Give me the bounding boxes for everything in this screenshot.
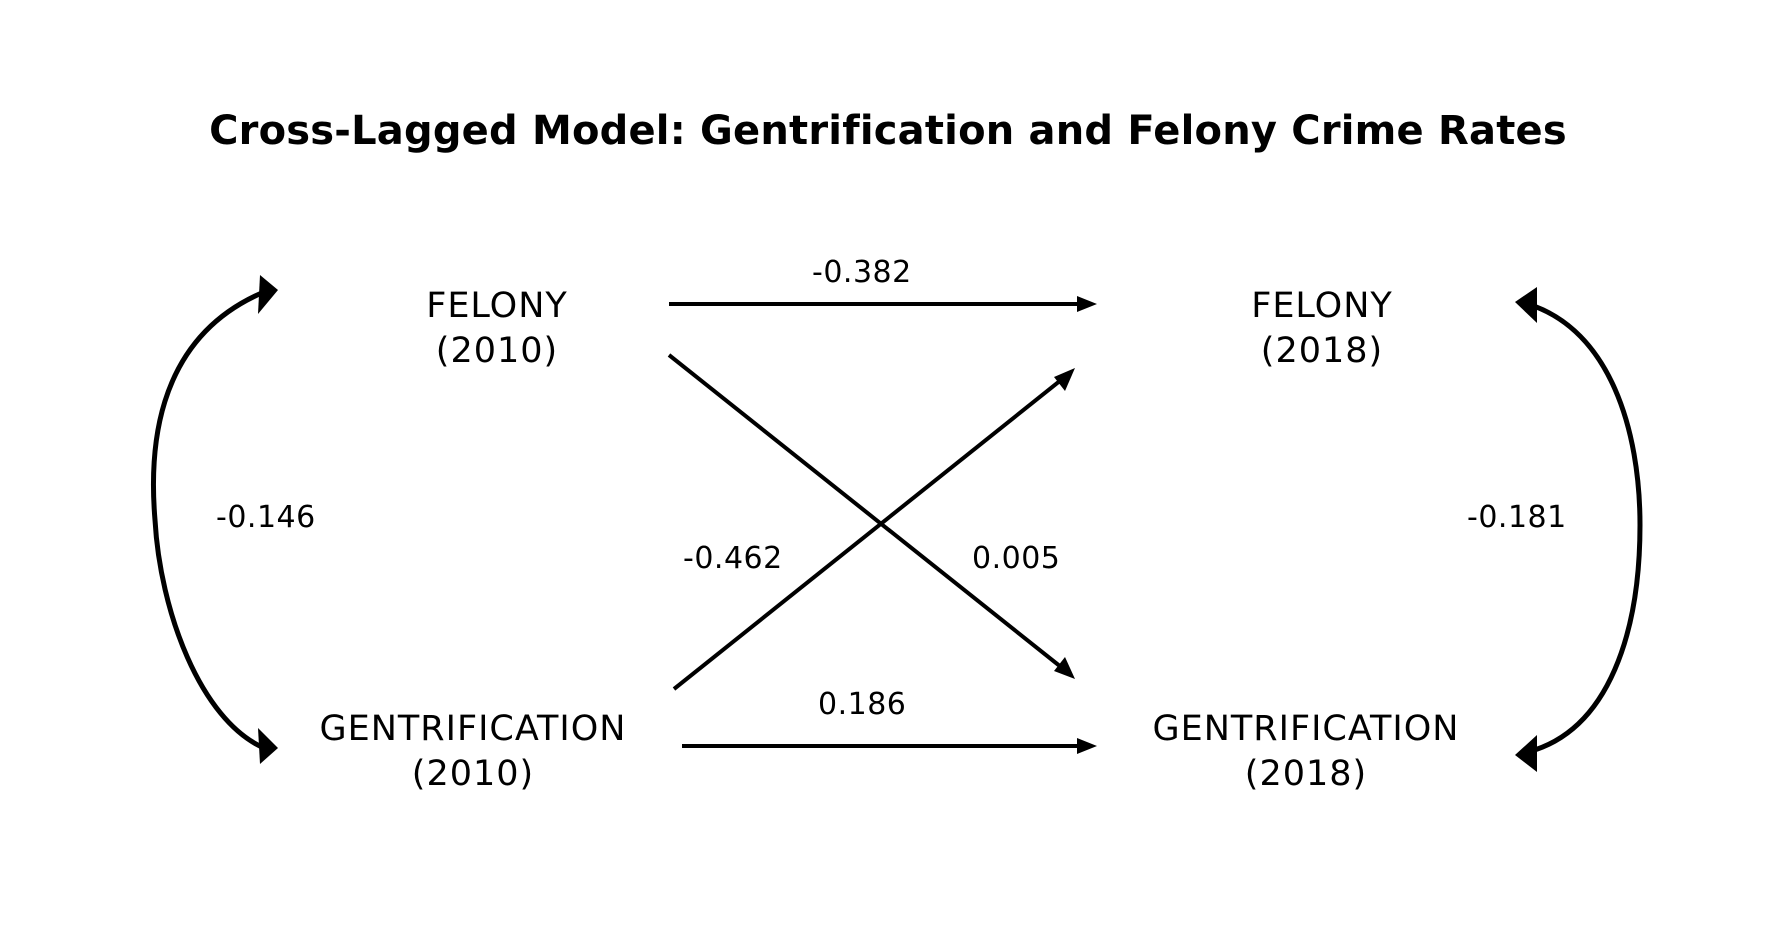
node-gentrification-2010-year: (2010) xyxy=(411,754,535,794)
node-felony-2018-name: FELONY xyxy=(1251,286,1393,326)
path-gentrification-2010-to-felony-2018 xyxy=(672,368,1075,691)
node-felony-2010-name: FELONY xyxy=(426,286,568,326)
node-gentrification-2018: GENTRIFICATION (2018) xyxy=(1116,707,1496,797)
covariance-arrow-2018 xyxy=(1515,287,1643,772)
diagram-title: Cross-Lagged Model: Gentrification and F… xyxy=(209,108,1567,154)
node-gentrification-2010-name: GENTRIFICATION xyxy=(319,709,627,749)
path-gentrification-2010-to-gentrification-2018 xyxy=(682,738,1097,754)
covariance-2010-value: -0.146 xyxy=(216,500,316,535)
node-felony-2018-year: (2018) xyxy=(1260,331,1384,371)
covariance-2018-value: -0.181 xyxy=(1467,500,1567,535)
coefficient-gentrification-2010-to-gentrification-2018: 0.186 xyxy=(818,687,907,722)
path-felony-2010-to-felony-2018 xyxy=(669,296,1097,312)
path-felony-2010-to-gentrification-2018 xyxy=(667,353,1075,679)
node-felony-2018: FELONY (2018) xyxy=(1132,284,1512,374)
node-felony-2010-year: (2010) xyxy=(435,331,559,371)
node-gentrification-2018-name: GENTRIFICATION xyxy=(1152,709,1460,749)
coefficient-gentrification-2010-to-felony-2018: -0.462 xyxy=(683,541,783,576)
node-gentrification-2018-year: (2018) xyxy=(1244,754,1368,794)
node-felony-2010: FELONY (2010) xyxy=(307,284,687,374)
node-gentrification-2010: GENTRIFICATION (2010) xyxy=(283,707,663,797)
coefficient-felony-2010-to-gentrification-2018: 0.005 xyxy=(972,541,1061,576)
coefficient-felony-2010-to-felony-2018: -0.382 xyxy=(812,255,912,290)
covariance-arrow-2010 xyxy=(150,275,278,764)
